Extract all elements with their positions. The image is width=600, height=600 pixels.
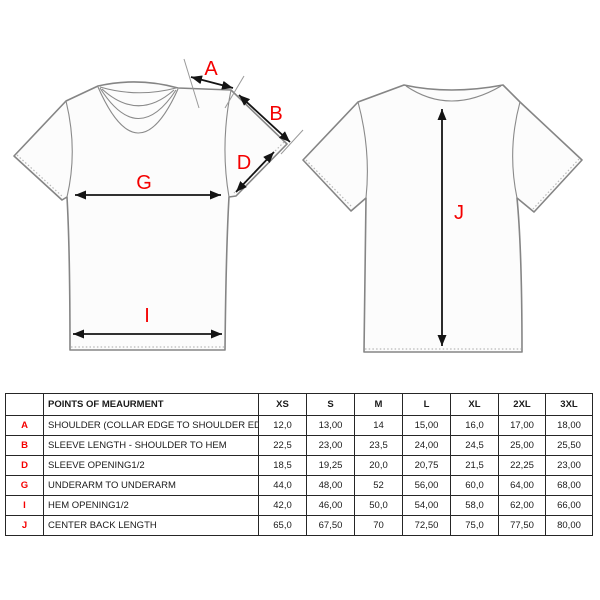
t-shirt-front-view — [13, 81, 288, 351]
size-col-header-xs: XS — [258, 393, 307, 416]
measure-value: 20,75 — [402, 455, 451, 476]
measure-letter: G — [5, 475, 44, 496]
table-row-g: G UNDERARM TO UNDERARM 44,0 48,00 52 56,… — [5, 475, 593, 496]
measure-name: SLEEVE LENGTH - SHOULDER TO HEM — [43, 435, 259, 456]
front-shirt-outline — [13, 81, 288, 351]
measurements-table: POINTS OF MEAURMENT XS S M L XL 2XL 3XL … — [5, 393, 593, 536]
points-of-measurement-header: POINTS OF MEAURMENT — [43, 393, 259, 416]
measure-label-b: B — [269, 103, 282, 125]
measure-value: 58,0 — [450, 495, 499, 516]
measure-value: 42,0 — [258, 495, 307, 516]
measure-value: 24,5 — [450, 435, 499, 456]
sleeve-end-extension-line — [280, 129, 304, 155]
size-col-header-3xl: 3XL — [545, 393, 593, 416]
measure-value: 13,00 — [306, 415, 355, 436]
measure-value: 12,0 — [258, 415, 307, 436]
back-left-armhole-seam — [357, 101, 368, 199]
table-row-i: I HEM OPENING1/2 42,0 46,00 50,0 54,00 5… — [5, 495, 593, 516]
measure-value: 67,50 — [306, 515, 355, 536]
size-col-header-2xl: 2XL — [498, 393, 546, 416]
measure-value: 75,0 — [450, 515, 499, 536]
measure-label-i: I — [144, 305, 150, 327]
measure-arrow-a — [190, 75, 234, 90]
measure-arrow-d — [235, 151, 275, 193]
measure-letter: I — [5, 495, 44, 516]
measure-value: 65,0 — [258, 515, 307, 536]
size-col-header-m: M — [354, 393, 403, 416]
measure-label-j: J — [454, 202, 464, 224]
front-collar-rib-3 — [99, 86, 177, 94]
measure-value: 70 — [354, 515, 403, 536]
measure-value: 68,00 — [545, 475, 593, 496]
measure-value: 50,0 — [354, 495, 403, 516]
measure-value: 19,25 — [306, 455, 355, 476]
measure-letter: D — [5, 455, 44, 476]
measure-value: 18,00 — [545, 415, 593, 436]
measure-label-g: G — [136, 172, 152, 194]
measure-value: 16,0 — [450, 415, 499, 436]
measure-value: 20,0 — [354, 455, 403, 476]
measure-value: 23,00 — [306, 435, 355, 456]
front-collar-rib-2 — [101, 88, 175, 107]
measure-letter: J — [5, 515, 44, 536]
front-left-sleeve-stitch — [16, 154, 64, 198]
measure-value: 44,0 — [258, 475, 307, 496]
measure-value: 21,5 — [450, 455, 499, 476]
back-collar-inner — [405, 85, 502, 102]
measure-value: 25,00 — [498, 435, 546, 456]
table-header-row: POINTS OF MEAURMENT XS S M L XL 2XL 3XL — [5, 393, 593, 416]
measure-value: 52 — [354, 475, 403, 496]
measure-name: UNDERARM TO UNDERARM — [43, 475, 259, 496]
measure-value: 77,50 — [498, 515, 546, 536]
size-col-header-l: L — [402, 393, 451, 416]
measure-value: 18,5 — [258, 455, 307, 476]
measure-name: CENTER BACK LENGTH — [43, 515, 259, 536]
measure-value: 60,0 — [450, 475, 499, 496]
measure-value: 48,00 — [306, 475, 355, 496]
measure-value: 72,50 — [402, 515, 451, 536]
shoulder-extension-line — [224, 75, 245, 109]
table-row-d: D SLEEVE OPENING1/2 18,5 19,25 20,0 20,7… — [5, 455, 593, 476]
measure-name: SLEEVE OPENING1/2 — [43, 455, 259, 476]
measure-value: 23,00 — [545, 455, 593, 476]
measure-label-a: A — [204, 58, 218, 80]
front-collar-rib-1 — [99, 87, 177, 119]
measure-name: HEM OPENING1/2 — [43, 495, 259, 516]
measure-value: 14 — [354, 415, 403, 436]
measure-value: 15,00 — [402, 415, 451, 436]
measure-value: 25,50 — [545, 435, 593, 456]
table-row-j: J CENTER BACK LENGTH 65,0 67,50 70 72,50… — [5, 515, 593, 536]
table-row-a: A SHOULDER (COLLAR EDGE TO SHOULDER EDGE… — [5, 415, 593, 436]
measure-arrow-b — [238, 94, 291, 143]
measure-value: 17,00 — [498, 415, 546, 436]
measure-value: 24,00 — [402, 435, 451, 456]
measure-value: 66,00 — [545, 495, 593, 516]
measure-letter: B — [5, 435, 44, 456]
letter-col-header — [5, 393, 44, 416]
measure-value: 64,00 — [498, 475, 546, 496]
measure-value: 56,00 — [402, 475, 451, 496]
size-col-header-s: S — [306, 393, 355, 416]
measure-letter: A — [5, 415, 44, 436]
table-row-b: B SLEEVE LENGTH - SHOULDER TO HEM 22,5 2… — [5, 435, 593, 456]
front-left-armhole-seam — [65, 100, 73, 198]
size-col-header-xl: XL — [450, 393, 499, 416]
measure-value: 62,00 — [498, 495, 546, 516]
back-right-armhole-seam — [512, 101, 521, 199]
measure-label-d: D — [237, 152, 251, 174]
measure-value: 46,00 — [306, 495, 355, 516]
measure-value: 22,5 — [258, 435, 307, 456]
back-right-sleeve-stitch — [532, 158, 580, 210]
measure-name: SHOULDER (COLLAR EDGE TO SHOULDER EDGE) — [43, 415, 259, 436]
measure-value: 80,00 — [545, 515, 593, 536]
measure-value: 54,00 — [402, 495, 451, 516]
measure-value: 22,25 — [498, 455, 546, 476]
front-collar-outer — [97, 86, 179, 134]
measure-value: 23,5 — [354, 435, 403, 456]
